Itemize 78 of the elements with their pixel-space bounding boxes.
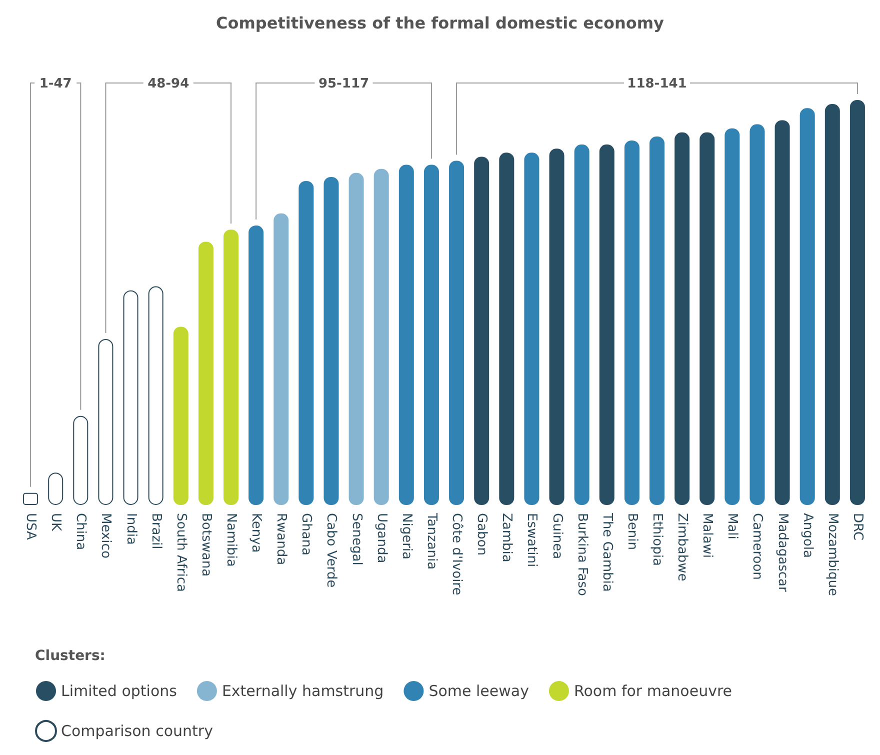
- x-tick-label: DRC: [850, 513, 865, 540]
- x-tick-label: China: [73, 513, 88, 550]
- bar: [424, 164, 439, 505]
- bar: [224, 230, 238, 505]
- bar: [724, 128, 740, 505]
- text: 95-117: [318, 76, 370, 92]
- bar: [774, 120, 790, 505]
- x-tick-label: Côte d'Ivoire: [449, 513, 464, 596]
- x-tick-label: Zambia: [499, 513, 514, 562]
- bar: [324, 176, 339, 505]
- x-tick-label: Uganda: [374, 513, 389, 564]
- legend-title: Clusters:: [35, 648, 106, 664]
- legend-label: Comparison country: [61, 722, 214, 740]
- bar: [23, 492, 38, 505]
- bar: [398, 164, 414, 505]
- text: 118-141: [627, 76, 687, 92]
- x-tick-label: Mexico: [98, 513, 114, 558]
- bar: [700, 132, 715, 505]
- x-tick-label: Ethiopia: [650, 513, 664, 566]
- bar: [73, 416, 88, 505]
- x-tick-label: USA: [23, 513, 38, 540]
- bar: [549, 148, 564, 505]
- bar: [474, 156, 490, 505]
- x-tick-label: Botswana: [198, 513, 214, 577]
- x-tick-label: South Africa: [173, 513, 188, 592]
- x-tick-label: Senegal: [348, 513, 364, 566]
- legend-label: Room for manoeuvre: [574, 682, 732, 700]
- bar: [650, 136, 664, 505]
- x-tick-label: Brazil: [148, 513, 164, 550]
- bar: [824, 104, 840, 505]
- x-tick-label: Angola: [800, 513, 815, 558]
- bar: [374, 168, 389, 505]
- x-tick-label: Ghana: [298, 513, 314, 556]
- x-tick-label: Eswatini: [524, 513, 540, 568]
- bar: [574, 144, 590, 505]
- bar: [599, 144, 614, 505]
- bar: [850, 100, 865, 505]
- bar: [800, 108, 815, 505]
- x-tick-label: Gabon: [474, 513, 490, 556]
- x-tick-label: India: [123, 513, 138, 545]
- chart-title: Competitiveness of the formal domestic economy: [216, 14, 665, 32]
- bar: [274, 213, 289, 505]
- bar: [674, 132, 690, 505]
- bar: [173, 326, 188, 505]
- text: 48-94: [148, 76, 190, 92]
- x-tick-label: Mali: [724, 513, 740, 540]
- x-tick-label: Cameroon: [750, 513, 765, 580]
- x-tick-label: Namibia: [224, 513, 238, 567]
- legend-label: Some leeway: [428, 682, 530, 700]
- x-tick-label: The Gambia: [599, 512, 614, 592]
- x-tick-label: Burkina Faso: [574, 513, 590, 596]
- x-tick-label: Malawi: [700, 513, 715, 558]
- x-tick-label: Mozambique: [824, 513, 840, 596]
- x-tick-label: Tanzania: [424, 512, 439, 570]
- bar: [123, 290, 138, 505]
- bar: [148, 286, 164, 505]
- x-tick-label: Kenya: [248, 513, 264, 553]
- bar: [624, 140, 640, 505]
- x-tick-label: Guinea: [549, 513, 564, 560]
- bar: [524, 152, 540, 505]
- x-tick-label: Nigeria: [398, 513, 414, 560]
- bar: [198, 242, 214, 505]
- bar: [449, 160, 464, 505]
- x-tick-label: Benin: [624, 513, 640, 550]
- text: 1-47: [39, 76, 72, 92]
- bar: [499, 152, 514, 505]
- legend-label: Limited options: [61, 682, 178, 700]
- x-tick-label: UK: [48, 513, 64, 532]
- bar: [348, 172, 364, 505]
- x-tick-label: Zimbabwe: [674, 513, 690, 582]
- bar: [98, 338, 114, 505]
- bar: [248, 226, 264, 505]
- bar: [750, 124, 765, 505]
- x-tick-label: Cabo Verde: [324, 513, 339, 588]
- legend-label: Externally hamstrung: [222, 682, 384, 700]
- bar: [298, 181, 314, 505]
- x-tick-label: Rwanda: [274, 513, 289, 566]
- x-tick-label: Madagascar: [774, 513, 790, 593]
